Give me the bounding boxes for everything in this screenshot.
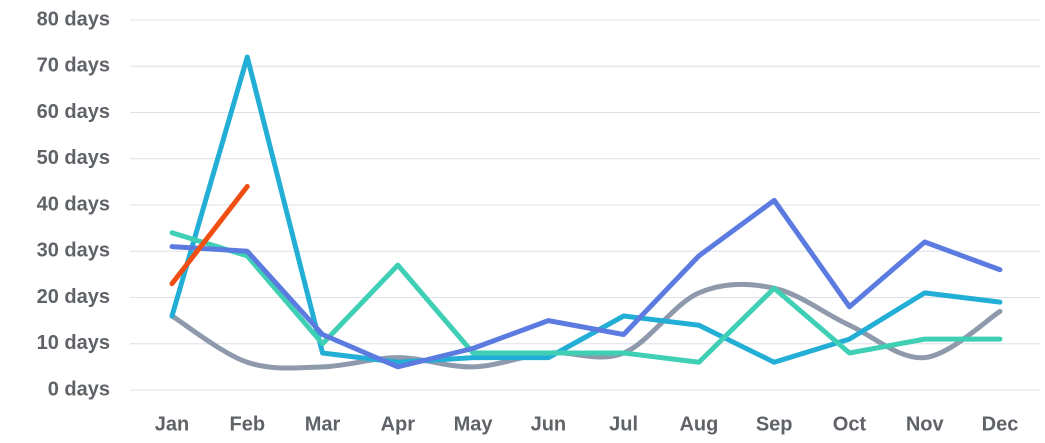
y-tick-label: 50 days — [37, 147, 110, 169]
x-tick-label: Dec — [982, 413, 1019, 435]
y-tick-label: 80 days — [37, 8, 110, 30]
series-line — [169, 54, 1003, 365]
series-line — [169, 197, 1003, 370]
x-tick-label: Mar — [305, 413, 341, 435]
y-tick-label: 70 days — [37, 55, 110, 77]
x-tick-label: Nov — [906, 413, 945, 435]
x-tick-label: Jan — [155, 413, 189, 435]
x-tick-label: Oct — [833, 413, 867, 435]
x-tick-label: Sep — [756, 413, 793, 435]
y-tick-label: 30 days — [37, 240, 110, 262]
x-tick-label: Feb — [229, 413, 265, 435]
y-tick-label: 20 days — [37, 286, 110, 308]
y-tick-label: 0 days — [48, 378, 110, 400]
x-tick-label: Jun — [531, 413, 567, 435]
x-tick-label: Jul — [609, 413, 638, 435]
series-line — [169, 230, 1003, 365]
y-tick-label: 40 days — [37, 193, 110, 215]
y-tick-label: 60 days — [37, 101, 110, 123]
x-tick-label: Aug — [679, 413, 718, 435]
x-tick-label: May — [454, 413, 494, 435]
x-tick-label: Apr — [381, 413, 416, 435]
series-line — [169, 184, 250, 287]
y-tick-label: 10 days — [37, 332, 110, 354]
